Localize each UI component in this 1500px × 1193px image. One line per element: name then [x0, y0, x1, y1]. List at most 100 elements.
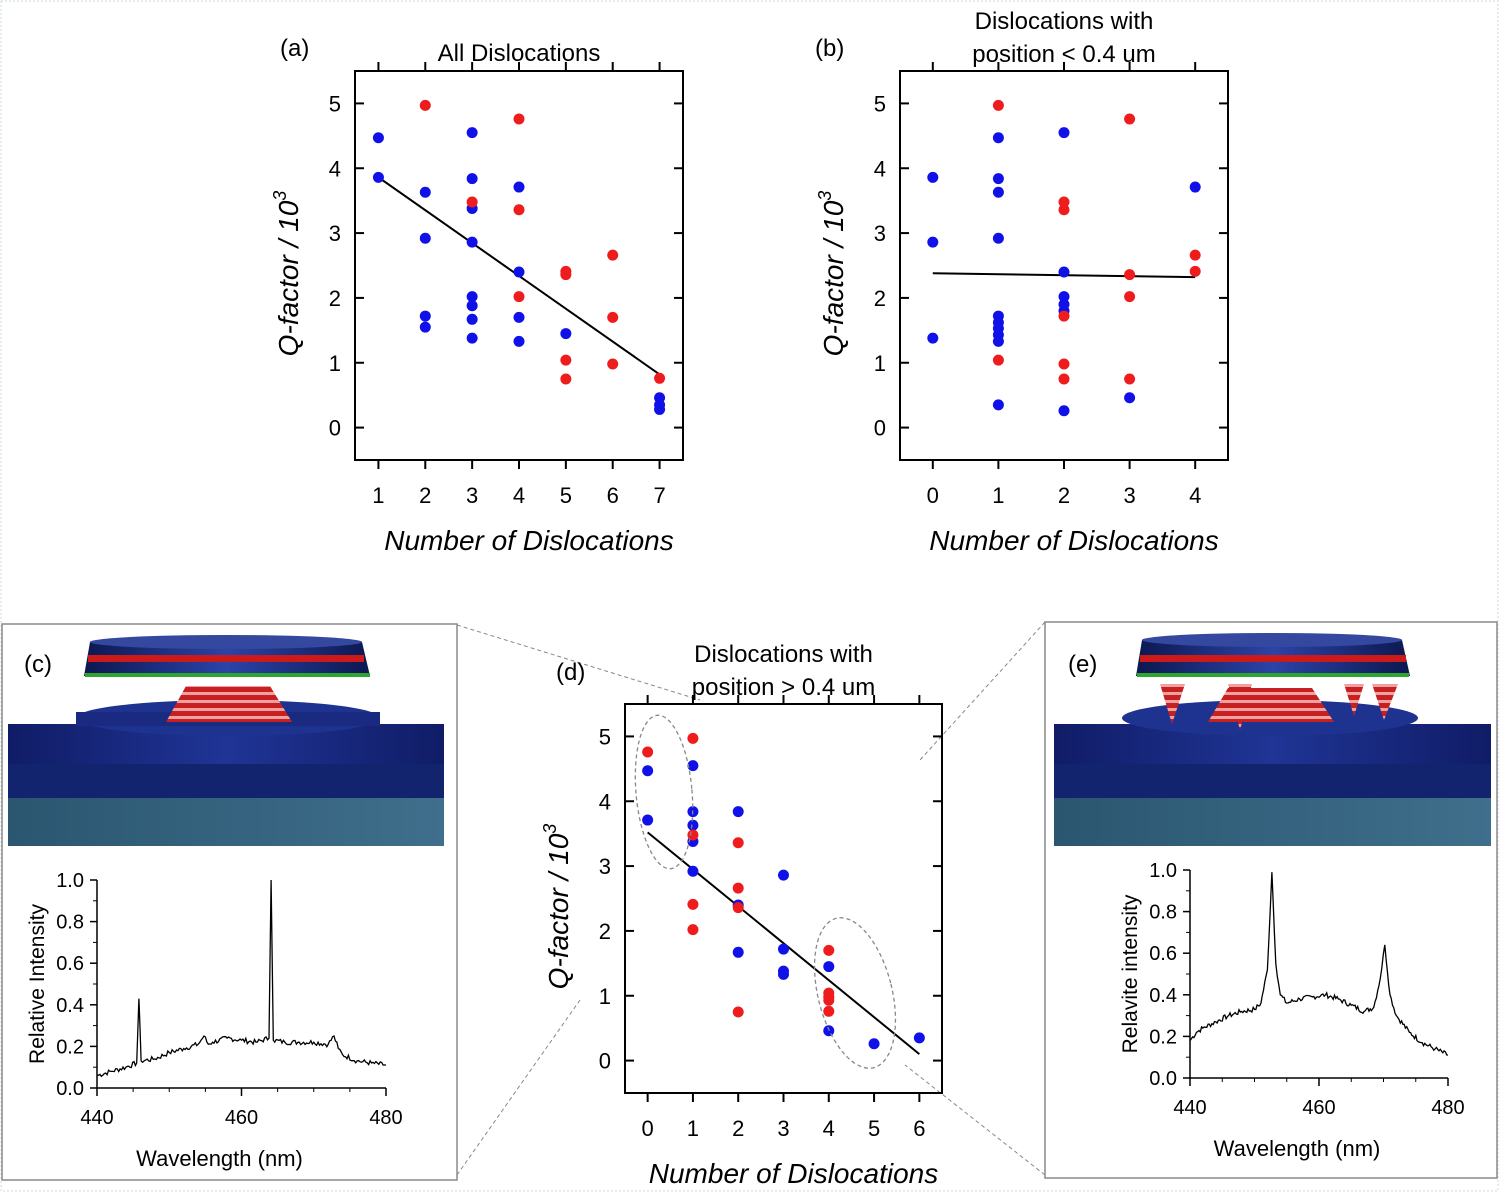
x-tick-label: 1: [687, 1116, 699, 1141]
y-axis-label: Relative Intensity: [26, 904, 49, 1064]
highlight-ellipse: [813, 917, 897, 1069]
data-point-red: [687, 924, 699, 936]
data-point-red: [1124, 373, 1136, 385]
data-point-red: [607, 249, 619, 261]
y-tick-label: 3: [329, 221, 341, 246]
x-axis-label: Number of Dislocations: [384, 525, 673, 556]
data-point-red: [1058, 196, 1070, 208]
data-point-blue: [1058, 291, 1070, 303]
data-point-red: [732, 902, 744, 914]
data-point-blue: [778, 968, 789, 980]
y-axis-label: Q-factor / 103: [270, 191, 304, 357]
data-point-blue: [654, 403, 666, 415]
x-tick-label: 5: [560, 483, 572, 508]
y-tick-label: 0: [874, 416, 886, 441]
y-tick-label: 5: [599, 724, 611, 749]
x-tick-label: 3: [1123, 483, 1135, 508]
connector-line: [456, 624, 701, 701]
y-tick-label: 0.2: [56, 1036, 84, 1058]
data-point-blue: [687, 865, 699, 877]
data-point-blue: [913, 1032, 925, 1044]
x-tick-label: 6: [607, 483, 619, 508]
data-point-red: [732, 1006, 744, 1018]
chart-title: position > 0.4 um: [692, 674, 875, 701]
x-tick-label: 440: [80, 1107, 113, 1129]
data-point-blue: [992, 186, 1004, 198]
y-tick-label: 0: [599, 1049, 611, 1074]
data-point-blue: [992, 399, 1004, 411]
data-point-red: [1058, 373, 1070, 385]
substrate-mid-layer: [1054, 764, 1491, 798]
data-point-red: [513, 113, 525, 125]
chart-title: All Dislocations: [438, 40, 601, 67]
x-tick-label: 1: [372, 483, 384, 508]
connector-line: [456, 999, 581, 1176]
y-tick-label: 0.8: [1149, 902, 1177, 924]
data-point-red: [823, 994, 835, 1006]
data-point-red: [654, 372, 666, 384]
x-tick-label: 4: [513, 483, 525, 508]
data-point-red: [513, 291, 525, 303]
data-point-blue: [778, 943, 789, 955]
data-point-blue: [466, 313, 478, 325]
data-point-red: [607, 358, 619, 370]
y-axis-label: Q-factor / 103: [540, 824, 574, 990]
data-point-red: [687, 898, 699, 910]
y-tick-label: 0.6: [1149, 943, 1177, 965]
y-tick-label: 5: [874, 91, 886, 116]
y-tick-label: 1: [599, 984, 611, 1009]
x-tick-label: 460: [1302, 1097, 1335, 1119]
data-point-blue: [466, 300, 478, 312]
y-tick-label: 1: [329, 351, 341, 376]
data-point-blue: [419, 321, 431, 333]
y-axis-label-exponent: 3: [540, 824, 560, 834]
y-tick-label: 3: [599, 854, 611, 879]
y-tick-label: 2: [874, 286, 886, 311]
microdisk-illustration-e: [1054, 633, 1491, 846]
x-tick-label: 0: [642, 1116, 654, 1141]
data-point-red: [1124, 269, 1136, 281]
data-point-blue: [927, 171, 939, 183]
data-point-blue: [419, 232, 431, 244]
x-tick-label: 1: [992, 483, 1004, 508]
data-point-red: [992, 354, 1004, 366]
y-tick-label: 2: [599, 919, 611, 944]
x-tick-label: 5: [868, 1116, 880, 1141]
data-point-red: [687, 829, 699, 841]
data-point-blue: [513, 335, 525, 347]
data-point-blue: [687, 760, 699, 772]
x-tick-label: 4: [1189, 483, 1201, 508]
x-axis-label: Wavelength (nm): [1214, 1136, 1381, 1161]
x-tick-label: 480: [369, 1107, 402, 1129]
data-point-red: [823, 944, 835, 956]
y-tick-label: 0.4: [1149, 985, 1177, 1007]
y-tick-label: 0.8: [56, 912, 84, 934]
data-point-blue: [1058, 127, 1070, 139]
post-cone: [166, 686, 292, 722]
data-point-red: [1124, 291, 1136, 303]
data-point-blue: [466, 236, 478, 248]
x-tick-label: 2: [1058, 483, 1070, 508]
data-point-blue: [642, 814, 654, 826]
data-point-blue: [419, 186, 431, 198]
quantum-well-layer: [88, 655, 364, 662]
y-tick-label: 1: [874, 351, 886, 376]
y-tick-label: 1.0: [1149, 860, 1177, 882]
data-point-red: [1058, 204, 1070, 216]
y-axis-label-text: Q-factor / 10: [818, 200, 849, 356]
dislocation-cone: [1372, 684, 1398, 720]
data-point-blue: [732, 946, 744, 958]
post-cone: [1208, 688, 1334, 722]
data-point-red: [732, 837, 744, 849]
x-axis-label: Number of Dislocations: [929, 525, 1218, 556]
panel-letter-b: (b): [815, 35, 844, 62]
x-tick-label: 3: [777, 1116, 789, 1141]
data-point-blue: [513, 311, 525, 323]
spectrum-line: [1189, 872, 1449, 1056]
data-point-red: [1189, 249, 1201, 261]
data-point-blue: [513, 181, 525, 193]
chart-title: position < 0.4 um: [972, 41, 1155, 68]
data-point-red: [607, 311, 619, 323]
